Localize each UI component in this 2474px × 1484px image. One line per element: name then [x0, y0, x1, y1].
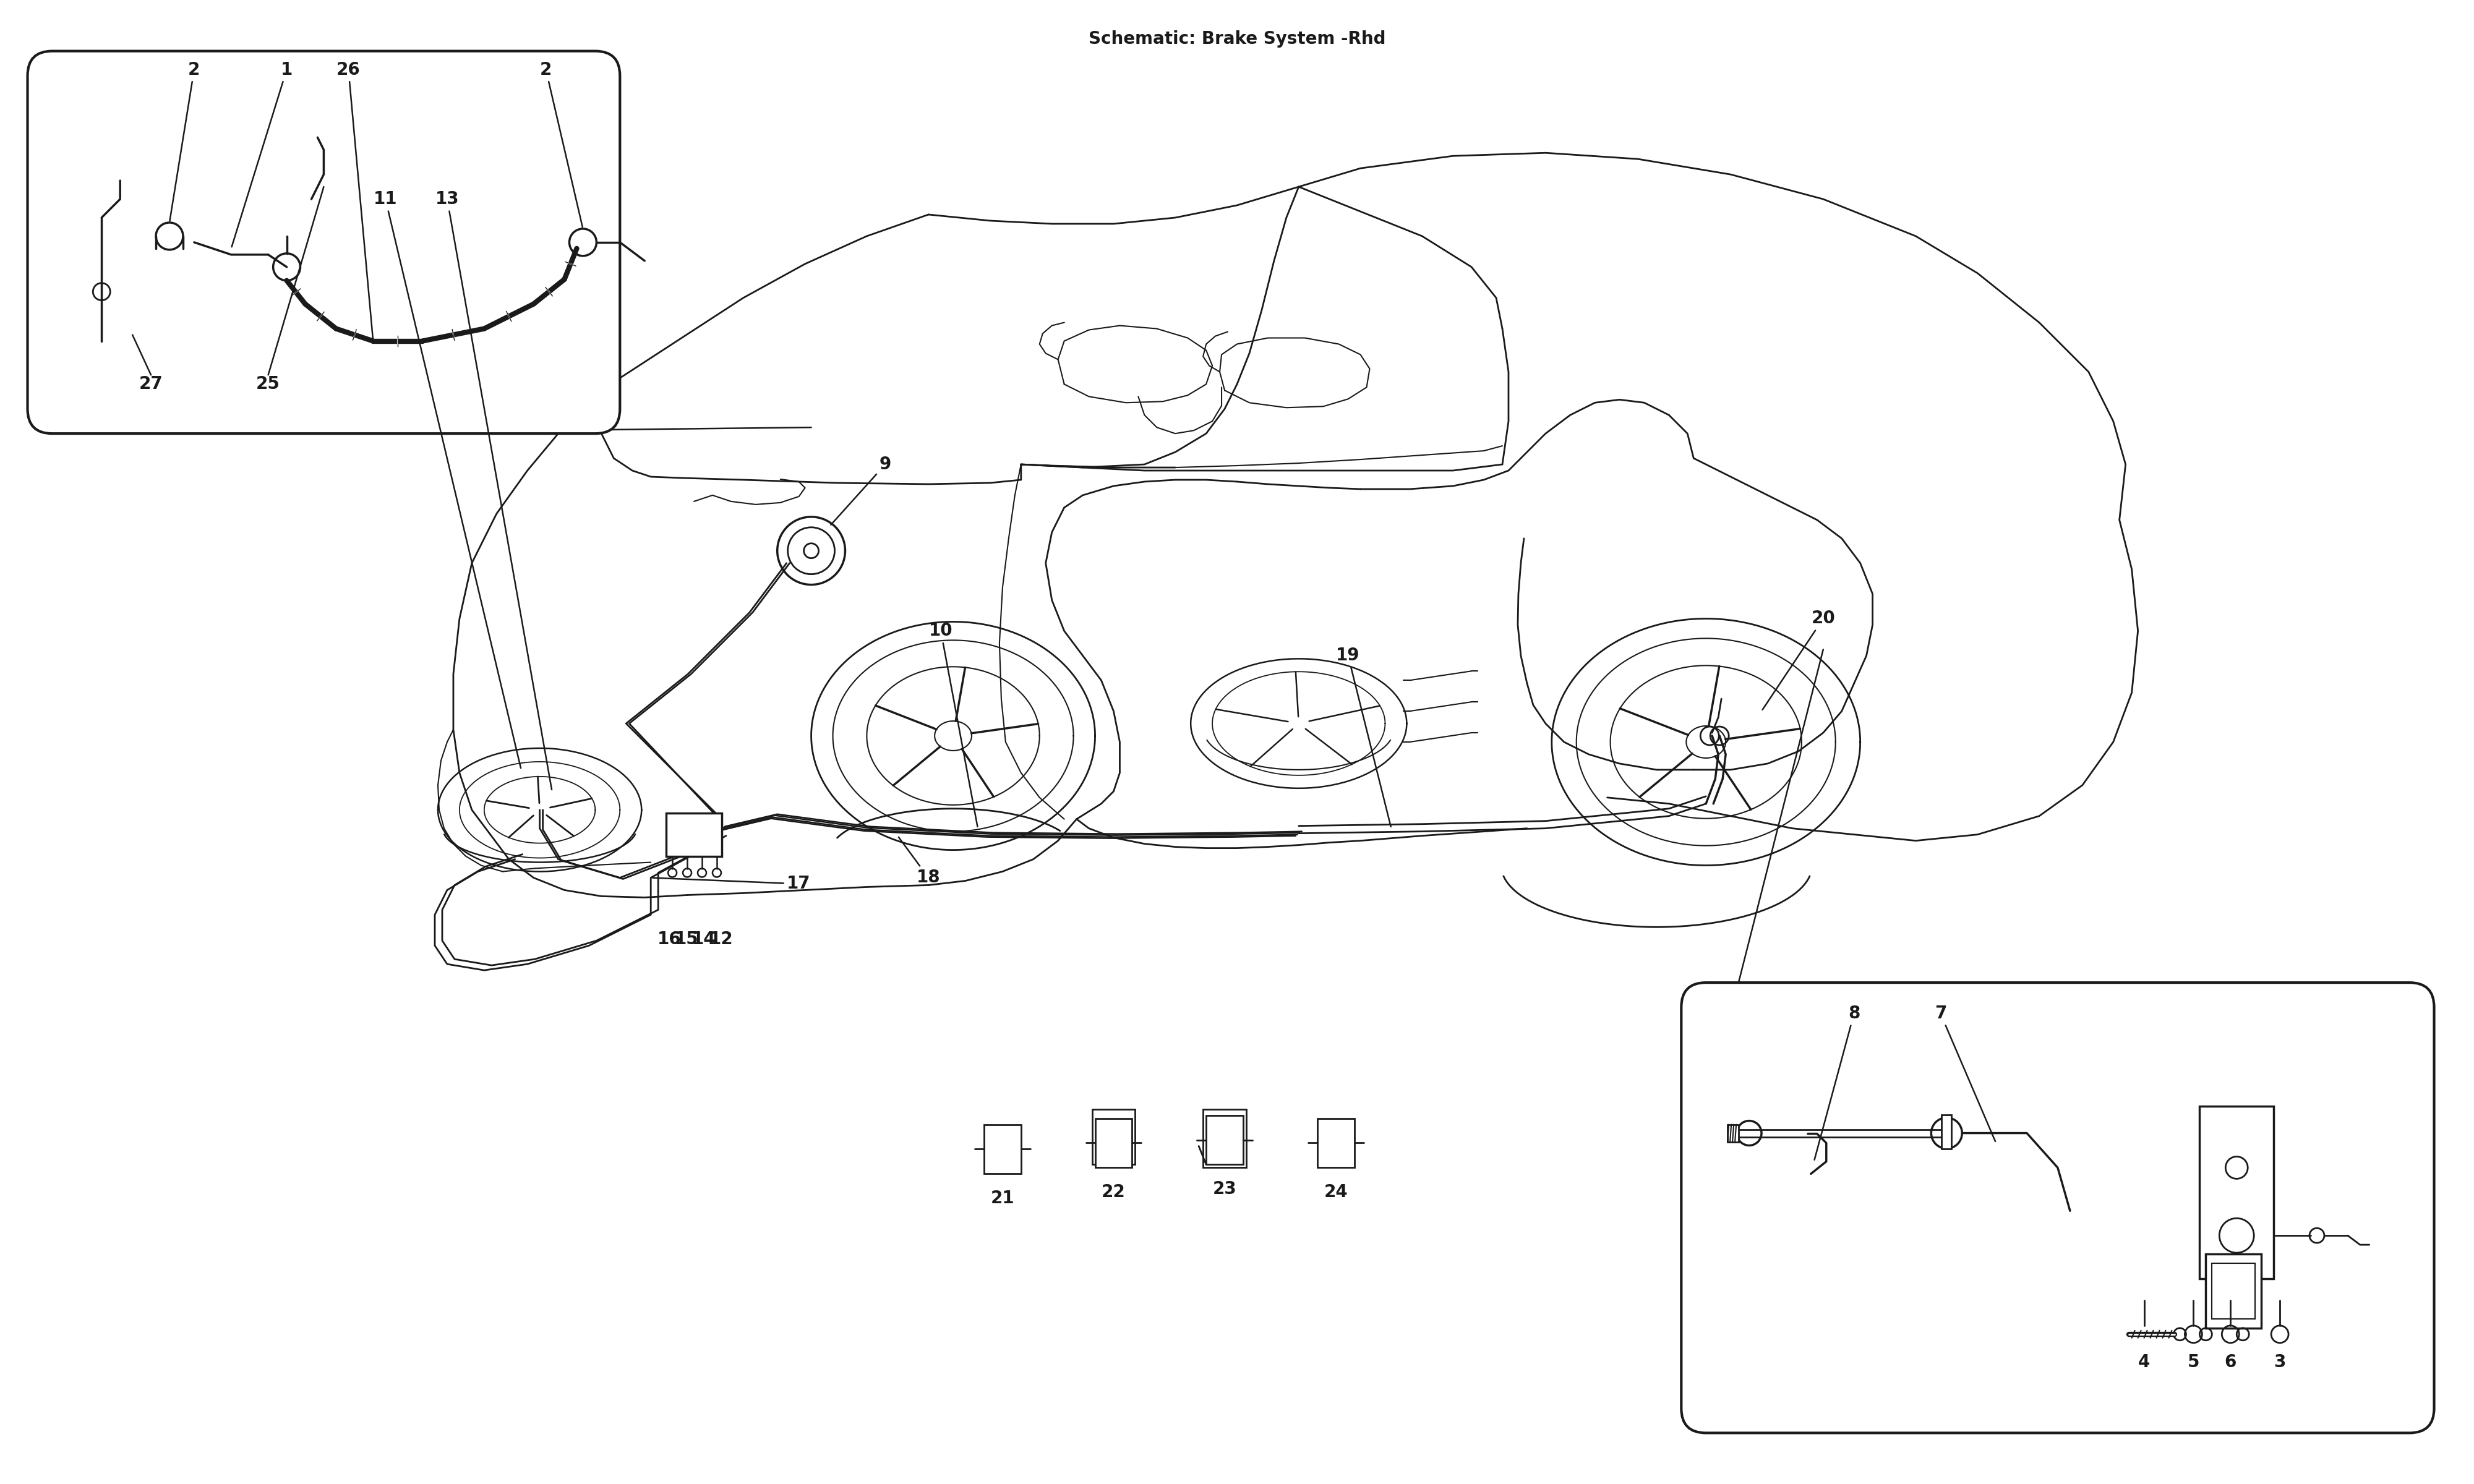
Text: 20: 20 [1761, 610, 1836, 709]
FancyBboxPatch shape [27, 50, 621, 433]
Bar [1942, 1114, 1952, 1149]
Text: 26: 26 [336, 61, 374, 340]
Bar [1091, 1109, 1136, 1165]
Text: 16: 16 [658, 930, 680, 948]
Bar [2207, 1254, 2261, 1328]
Text: 1: 1 [233, 61, 292, 246]
Bar [666, 813, 722, 856]
Text: 27: 27 [139, 375, 163, 393]
Text: 10: 10 [928, 622, 977, 827]
Text: 5: 5 [2187, 1353, 2199, 1371]
Text: 25: 25 [257, 375, 280, 393]
Text: 8: 8 [1813, 1005, 1860, 1160]
Bar [1207, 1114, 1242, 1165]
Text: Schematic: Brake System -Rhd: Schematic: Brake System -Rhd [1089, 30, 1385, 47]
Text: 14: 14 [693, 930, 715, 948]
FancyBboxPatch shape [1682, 982, 2434, 1434]
Text: 18: 18 [898, 837, 940, 886]
Text: 6: 6 [2224, 1353, 2236, 1371]
Bar [2212, 1263, 2256, 1319]
Text: 24: 24 [1324, 1184, 1348, 1201]
Bar [1096, 1119, 1133, 1168]
Text: 12: 12 [710, 930, 732, 948]
Bar [1727, 1125, 1739, 1141]
Text: 13: 13 [435, 190, 552, 789]
Bar [985, 1125, 1022, 1174]
Text: 21: 21 [990, 1190, 1014, 1206]
Text: 22: 22 [1101, 1184, 1126, 1201]
Text: 2: 2 [539, 61, 581, 227]
Bar [2199, 1106, 2274, 1279]
Text: 19: 19 [1336, 647, 1390, 827]
Bar [1202, 1109, 1247, 1168]
Text: 3: 3 [2274, 1353, 2286, 1371]
Text: 23: 23 [1212, 1181, 1237, 1198]
Text: 9: 9 [831, 456, 891, 525]
Text: 11: 11 [374, 190, 522, 769]
Text: 17: 17 [653, 876, 811, 892]
Bar [1316, 1119, 1353, 1168]
Text: 2: 2 [171, 61, 200, 221]
Text: 15: 15 [675, 930, 698, 948]
Text: 7: 7 [1935, 1005, 1997, 1141]
Text: 4: 4 [2138, 1353, 2150, 1371]
